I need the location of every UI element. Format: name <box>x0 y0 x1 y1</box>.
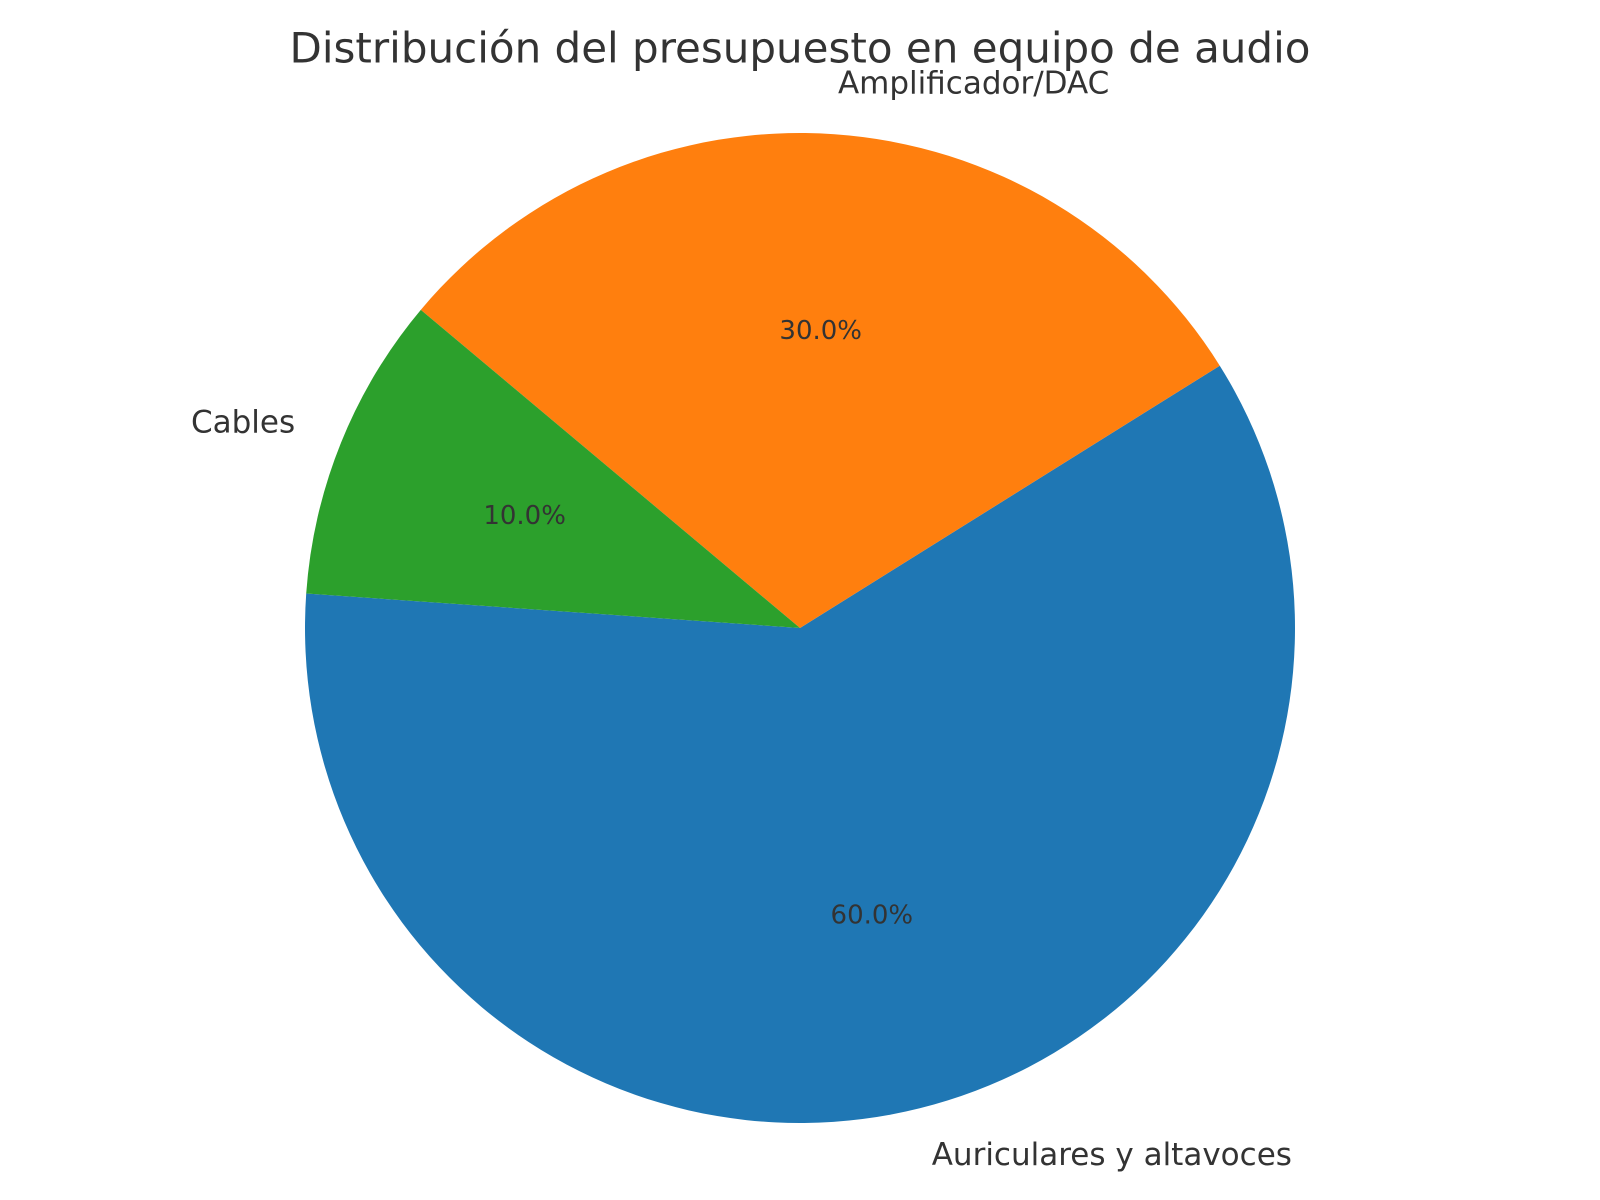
slice-percent-label-0: 60.0% <box>831 901 914 931</box>
slice-category-label-1: Amplificador/DAC <box>838 65 1109 101</box>
pie-slice-2 <box>306 309 800 628</box>
slice-percent-label-2: 10.0% <box>483 501 566 531</box>
pie-labels: 60.0% Auriculares y altavoces 30.0% Amplifi… <box>191 65 1292 1173</box>
slice-category-label-0: Auriculares y altavoces <box>932 1137 1292 1173</box>
pie-slices <box>305 133 1296 1124</box>
chart-title: Distribución del presupuesto en equipo d… <box>290 24 1311 73</box>
pie-slice-0 <box>305 365 1296 1124</box>
slice-percent-label-1: 30.0% <box>779 316 862 346</box>
pie-slice-1 <box>420 133 1220 628</box>
slice-category-label-2: Cables <box>191 405 295 441</box>
